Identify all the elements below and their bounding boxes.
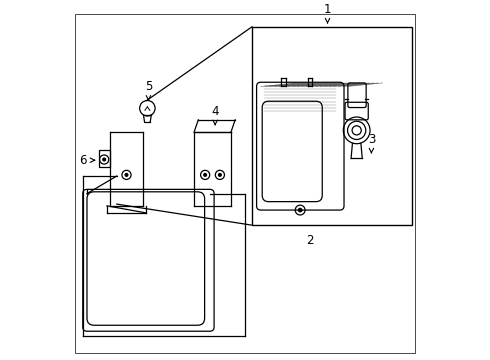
Text: 1: 1	[324, 3, 331, 16]
Bar	[98, 150, 110, 167]
Circle shape	[204, 174, 207, 176]
Bar	[252, 27, 412, 225]
Text: 2: 2	[306, 234, 314, 247]
Text: 4: 4	[211, 105, 219, 118]
Text: 5: 5	[145, 81, 152, 94]
Circle shape	[298, 208, 302, 212]
Circle shape	[219, 174, 221, 176]
Text: 3: 3	[368, 133, 375, 146]
Text: 6: 6	[79, 154, 86, 167]
Circle shape	[125, 174, 128, 176]
Circle shape	[103, 158, 105, 161]
